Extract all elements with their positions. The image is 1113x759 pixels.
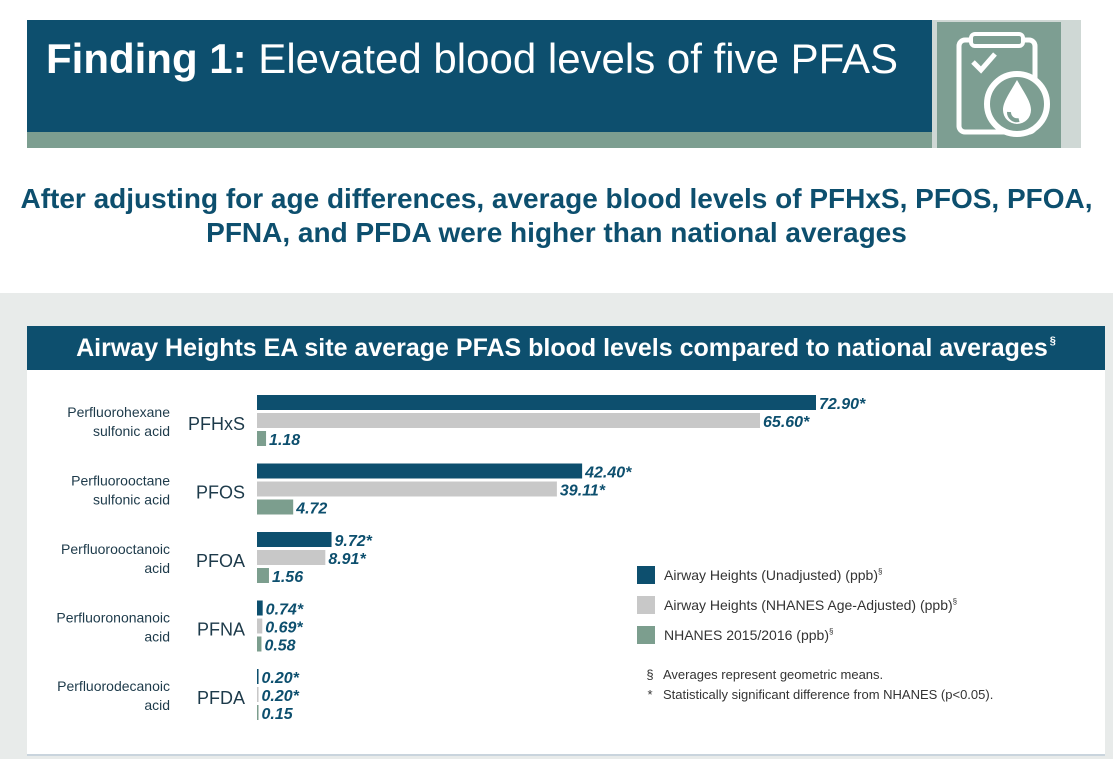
category-name: acid bbox=[144, 697, 170, 713]
page-title: Finding 1: Elevated blood levels of five… bbox=[46, 36, 906, 82]
data-label: 0.20* bbox=[262, 670, 300, 687]
page-title-bold: Finding 1: bbox=[46, 35, 247, 82]
bar bbox=[257, 687, 259, 702]
category-name: Perfluorooctane bbox=[71, 473, 170, 489]
bar bbox=[257, 413, 761, 428]
data-label: 65.60* bbox=[763, 414, 810, 431]
data-label: 0.69* bbox=[265, 620, 303, 637]
title-banner-background bbox=[27, 20, 932, 132]
note-symbol: * bbox=[647, 687, 652, 702]
data-label: 0.58 bbox=[264, 638, 295, 655]
chart-header: Airway Heights EA site average PFAS bloo… bbox=[27, 326, 1105, 370]
data-label: 9.72* bbox=[335, 533, 373, 550]
data-label: 8.91* bbox=[328, 551, 366, 568]
bar bbox=[257, 395, 816, 410]
bar bbox=[257, 499, 294, 515]
legend-swatch bbox=[637, 596, 655, 614]
page-subtitle: After adjusting for age differences, ave… bbox=[20, 183, 1093, 248]
bar bbox=[257, 669, 259, 684]
bar bbox=[257, 618, 263, 634]
legend-label: NHANES 2015/2016 (ppb)§ bbox=[664, 627, 833, 643]
bar bbox=[257, 481, 557, 497]
category-name: sulfonic acid bbox=[93, 423, 170, 439]
note-text: Averages represent geometric means. bbox=[663, 667, 883, 682]
category-abbreviation: PFHxS bbox=[188, 414, 245, 434]
clipboard-checklist-drop-icon bbox=[937, 22, 1061, 148]
category-abbreviation: PFOA bbox=[196, 551, 245, 571]
data-label: 42.40* bbox=[584, 465, 632, 482]
data-label: 72.90* bbox=[819, 396, 866, 413]
chart-title-mark: § bbox=[1049, 335, 1056, 347]
category-name: Perfluorodecanoic bbox=[57, 678, 170, 694]
legend-swatch bbox=[637, 566, 655, 584]
category-abbreviation: PFDA bbox=[197, 688, 245, 708]
bar bbox=[257, 636, 262, 652]
category-name: acid bbox=[144, 560, 170, 576]
data-label: 4.72 bbox=[295, 501, 327, 518]
page-title-rest: Elevated blood levels of five PFAS bbox=[246, 35, 899, 82]
legend-label: Airway Heights (Unadjusted) (ppb)§ bbox=[664, 567, 882, 583]
data-label: 0.74* bbox=[266, 602, 304, 619]
bar bbox=[257, 600, 263, 616]
legend-swatch bbox=[637, 626, 655, 644]
note-symbol: § bbox=[646, 667, 653, 682]
bar bbox=[257, 550, 326, 565]
category-name: Perfluorohexane bbox=[67, 404, 170, 420]
title-banner: Finding 1: Elevated blood levels of five… bbox=[27, 20, 1081, 148]
bar bbox=[257, 568, 269, 583]
title-banner-stripe bbox=[27, 132, 932, 148]
data-label: 0.15 bbox=[262, 706, 294, 723]
bar bbox=[257, 532, 332, 547]
data-label: 1.18 bbox=[269, 432, 300, 449]
bar bbox=[257, 705, 259, 720]
data-label: 39.11* bbox=[560, 483, 606, 500]
note-text: Statistically significant difference fro… bbox=[663, 687, 993, 702]
data-label: 0.20* bbox=[262, 688, 300, 705]
category-abbreviation: PFOS bbox=[196, 483, 245, 503]
legend-label: Airway Heights (NHANES Age-Adjusted) (pp… bbox=[664, 597, 957, 613]
bar bbox=[257, 463, 583, 479]
chart-title-text: Airway Heights EA site average PFAS bloo… bbox=[76, 334, 1048, 362]
category-name: sulfonic acid bbox=[93, 492, 170, 508]
chart-title: Airway Heights EA site average PFAS bloo… bbox=[27, 333, 1105, 368]
bar bbox=[257, 431, 267, 446]
category-name: acid bbox=[144, 629, 170, 645]
data-label: 1.56 bbox=[272, 569, 303, 586]
category-abbreviation: PFNA bbox=[197, 620, 245, 640]
category-name: Perfluorononanoic bbox=[56, 610, 170, 626]
category-name: Perfluorooctanoic bbox=[61, 541, 170, 557]
